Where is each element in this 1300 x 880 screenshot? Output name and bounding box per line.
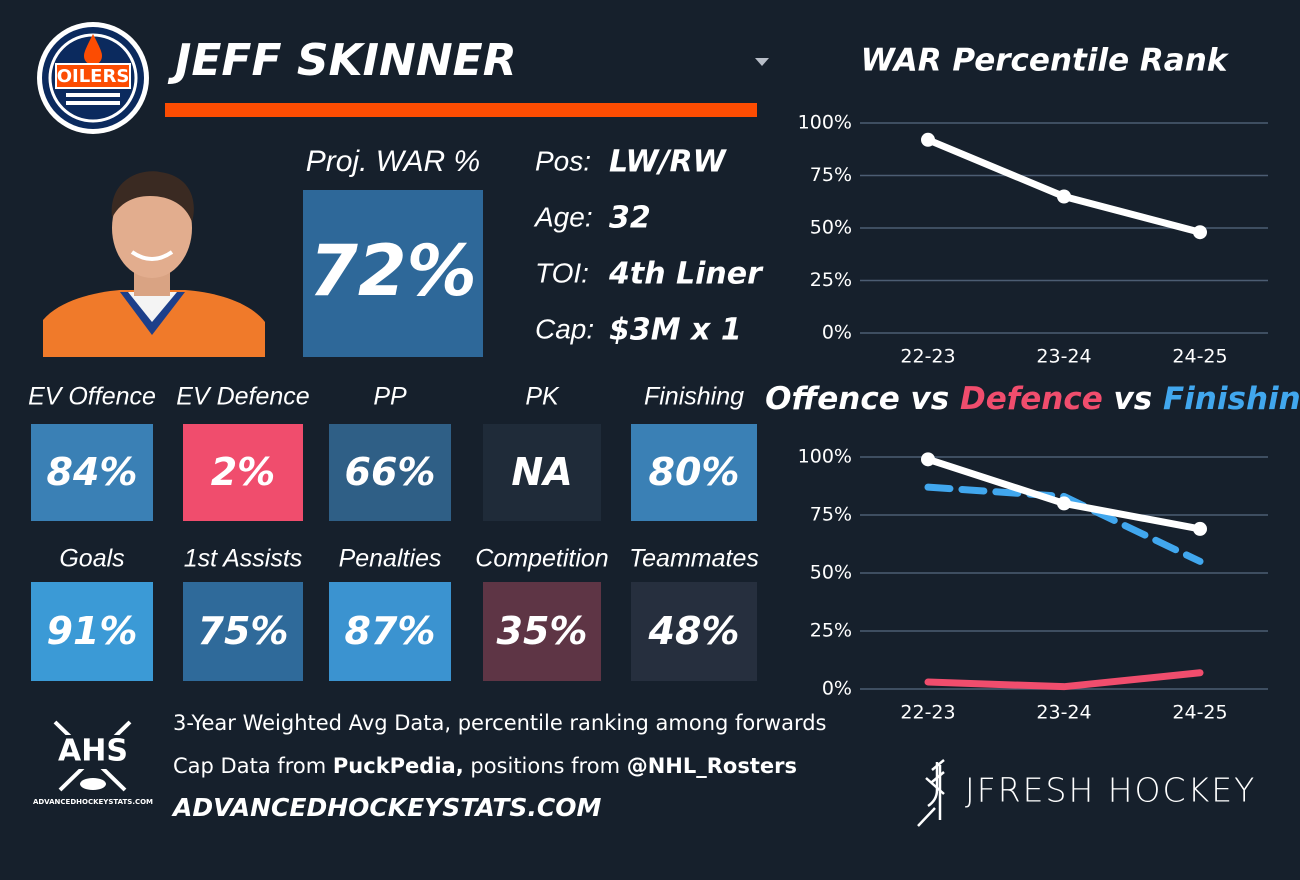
tile-value: 91% [47,609,138,653]
tile-label: PK [525,383,560,411]
tile [183,582,303,681]
tile-label: Penalties [339,545,442,573]
footer-line: 3-Year Weighted Avg Data, percentile ran… [173,711,827,735]
info-value: LW/RW [609,145,728,180]
player-photo [43,171,265,357]
point [921,132,935,147]
name-underline [165,103,757,117]
tile-label: EV Offence [28,383,156,411]
tile [31,424,153,521]
x-tick-label: 23-24 [1036,346,1091,368]
tile-label: EV Defence [176,383,309,411]
brand-logo [917,759,945,827]
chart-title: Offence vs Defence vs Finishing [765,381,1300,417]
projection-value: 72% [309,230,477,312]
tile-label: Finishing [644,383,744,411]
tile-value: 48% [648,609,740,653]
point [921,452,935,467]
info-label: Age: [533,201,593,232]
y-tick-label: 25% [810,620,852,642]
tile-label: Teammates [629,545,759,573]
info-label: TOI: [535,257,589,288]
y-tick-label: 50% [810,217,852,239]
y-tick-label: 0% [822,322,852,344]
legend-entry: Finishing [1163,381,1300,417]
tile-value: 87% [345,609,436,653]
tile [329,582,451,681]
ahs-logo-sub: ADVANCEDHOCKEYSTATS.COM [33,798,153,806]
point [1193,521,1207,536]
tile-label: PP [373,383,407,411]
y-tick-label: 25% [810,269,852,291]
x-tick-label: 24-25 [1172,702,1227,724]
team-logo: OILERS [37,22,149,134]
legend-entry: Defence [960,381,1103,417]
tile-value: 84% [47,450,138,494]
x-tick-label: 22-23 [900,346,955,368]
y-tick-label: 100% [798,446,852,468]
y-tick-label: 100% [798,112,852,134]
title-separator: vs [1103,381,1163,417]
tile [483,582,601,681]
tile-label: Goals [59,545,124,573]
title-separator: vs [900,381,960,417]
y-tick-label: 50% [810,562,852,584]
tile-value: NA [511,450,572,494]
y-tick-label: 0% [822,678,852,700]
ahs-logo: AHS ADVANCEDHOCKEYSTATS.COM [33,720,153,806]
tile [329,424,451,521]
ahs-logo-text: AHS [58,734,128,769]
brand-name: JFRESH HOCKEY [965,771,1256,810]
tile-label: 1st Assists [184,545,303,573]
tile [631,424,757,521]
tile [483,424,601,521]
tile-label: Competition [475,545,608,573]
footer-source: PuckPedia, [333,754,464,778]
footer-line: Cap Data from PuckPedia, positions from … [173,754,797,778]
tile-value: 2% [211,450,276,494]
footer-text: Cap Data from [173,754,333,778]
footer-text: positions from [464,754,627,778]
logo-text: OILERS [57,66,130,87]
point [1057,496,1071,511]
info-label: Pos: [535,145,591,176]
point [1057,189,1071,204]
y-tick-label: 75% [810,164,852,186]
point [1193,225,1207,240]
projection-box [303,190,483,357]
tile-value: 35% [497,609,588,653]
x-tick-label: 22-23 [900,702,955,724]
y-tick-label: 75% [810,504,852,526]
tile [31,582,153,681]
dropdown-arrow[interactable] [755,58,769,66]
tile-value: 75% [198,609,289,653]
legend-entry: Offence [765,381,900,417]
series-line [924,669,1204,691]
x-tick-label: 24-25 [1172,346,1227,368]
tile-value: 66% [345,450,436,494]
footer-source: @NHL_Rosters [627,754,797,778]
x-tick-label: 23-24 [1036,702,1091,724]
chart-title: WAR Percentile Rank [861,43,1230,79]
info-label: Cap: [535,313,594,344]
projection-label: Proj. WAR % [306,145,480,178]
tile-value: 80% [649,450,740,494]
player-name: JEFF SKINNER [167,35,517,86]
footer-url: ADVANCEDHOCKEYSTATS.COM [171,793,602,822]
info-value: 32 [609,201,651,236]
info-value: $3M x 1 [609,313,742,348]
tile [183,424,303,521]
info-value: 4th Liner [608,257,764,292]
tile [631,582,757,681]
